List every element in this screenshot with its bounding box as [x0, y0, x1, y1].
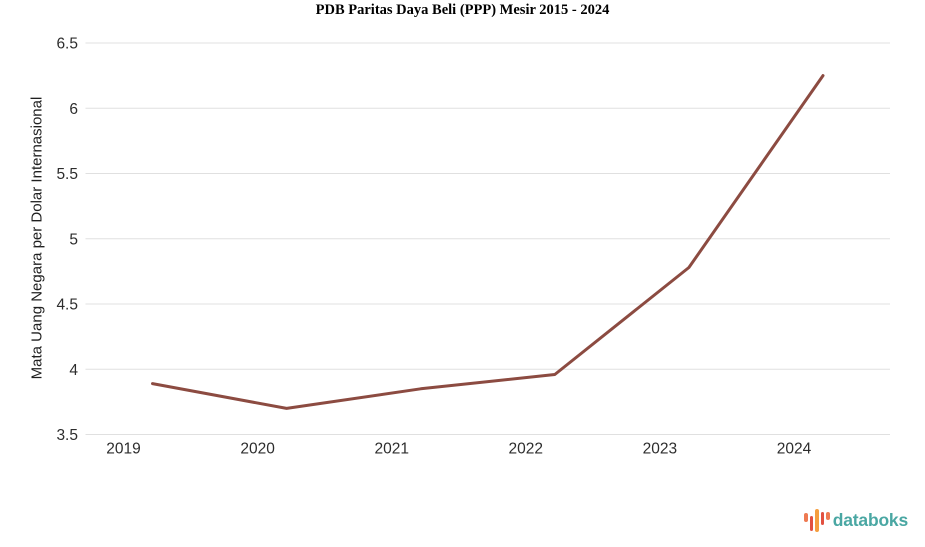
x-tick-label: 2019	[106, 441, 140, 458]
x-tick-label: 2024	[777, 441, 812, 458]
databoks-icon-bar	[815, 508, 819, 532]
y-tick-label: 4.5	[56, 297, 78, 314]
y-tick-label: 3.5	[56, 427, 78, 444]
y-tick-label: 5.5	[56, 166, 78, 183]
x-tick-label: 2022	[509, 441, 543, 458]
y-tick-label: 6.5	[56, 36, 78, 53]
y-tick-label: 6	[69, 101, 78, 118]
x-tick-label: 2021	[374, 441, 408, 458]
databoks-icon-bar	[820, 511, 825, 525]
databoks-icon-bar	[826, 512, 830, 520]
y-tick-label: 5	[69, 231, 78, 248]
databoks-wordmark: databoks	[832, 509, 908, 530]
y-tick-label: 4	[69, 362, 78, 379]
databoks-icon-bar	[804, 512, 808, 522]
databoks-icon-bar	[809, 515, 814, 531]
databoks-pulse-icon	[804, 507, 830, 533]
chart-title: PDB Paritas Daya Beli (PPP) Mesir 2015 -…	[315, 2, 610, 18]
databoks-logo[interactable]: databoks	[804, 507, 908, 533]
data-line	[151, 74, 825, 410]
x-tick-label: 2020	[240, 441, 275, 458]
line-plot: 3.5 4 4.5 5 5.5 6 6.5 2019 2020 2021 2022 2023 2024	[56, 36, 890, 458]
x-tick-label: 2023	[643, 441, 677, 458]
